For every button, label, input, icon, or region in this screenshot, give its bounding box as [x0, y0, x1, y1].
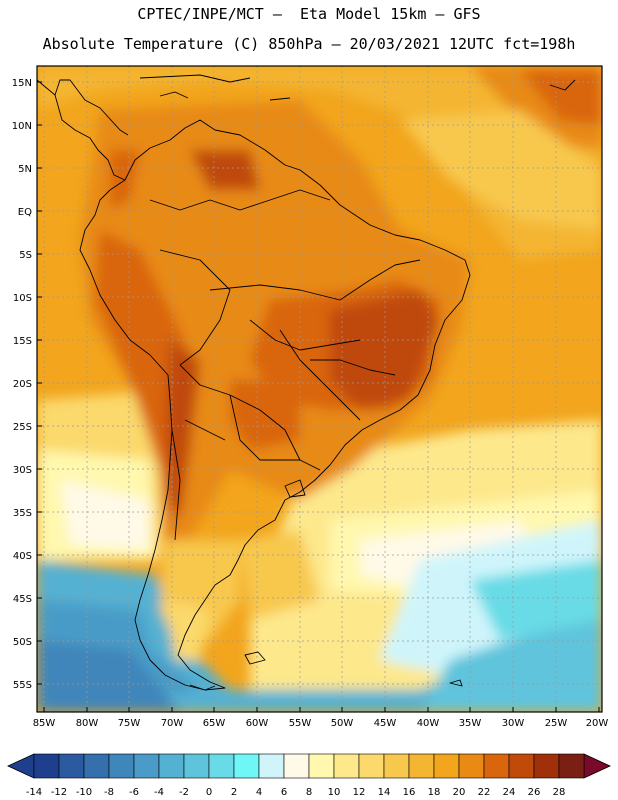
- colorbar-cell: [383, 753, 410, 779]
- colorbar-tick-label: 6: [281, 787, 287, 798]
- colorbar-cell: [158, 753, 185, 779]
- lon-label: 25W: [545, 718, 568, 729]
- colorbar-cell: [83, 753, 110, 779]
- colorbar-cell: [308, 753, 335, 779]
- lon-label: 55W: [289, 718, 312, 729]
- lon-label: 70W: [161, 718, 184, 729]
- lon-label: 60W: [246, 718, 269, 729]
- colorbar-cell: [283, 753, 310, 779]
- lat-label: 55S: [13, 680, 32, 691]
- colorbar-tick-label: 18: [428, 787, 441, 798]
- lat-label: 20S: [13, 379, 32, 390]
- lon-label: 20W: [586, 718, 609, 729]
- lat-label: 50S: [13, 637, 32, 648]
- colorbar-cell: [208, 753, 235, 779]
- colorbar-tick-label: 14: [378, 787, 391, 798]
- colorbar-cell: [433, 753, 460, 779]
- lon-label: 50W: [331, 718, 354, 729]
- lon-label: 45W: [374, 718, 397, 729]
- colorbar-cell: [233, 753, 260, 779]
- colorbar-cell: [358, 753, 385, 779]
- colorbar-low-arrow: [7, 753, 35, 779]
- colorbar-tick-label: 4: [256, 787, 262, 798]
- colorbar-tick-label: 12: [353, 787, 366, 798]
- lat-label: 10N: [12, 121, 32, 132]
- colorbar-tick-label: 24: [503, 787, 516, 798]
- colorbar-cell: [108, 753, 135, 779]
- temperature-field: [37, 66, 602, 712]
- longitude-labels: 85W 80W 75W 70W 65W 60W 55W 50W 45W 40W …: [33, 718, 609, 729]
- colorbar-tick-label: -8: [104, 787, 114, 798]
- colorbar-tick-label: -2: [179, 787, 189, 798]
- lat-label: 5N: [18, 164, 32, 175]
- graticule: [37, 66, 602, 712]
- lon-label: 80W: [76, 718, 99, 729]
- lat-label: 40S: [13, 551, 32, 562]
- lon-label: 75W: [118, 718, 141, 729]
- colorbar-tick-label: 2: [231, 787, 237, 798]
- colorbar-cell: [483, 753, 510, 779]
- colorbar-cell: [533, 753, 560, 779]
- map-frame: [36, 65, 603, 713]
- lat-label: 15N: [12, 78, 32, 89]
- lon-label: 30W: [502, 718, 525, 729]
- colorbar-tick-label: -10: [76, 787, 92, 798]
- colorbar-tick-label: 26: [528, 787, 541, 798]
- colorbar-cell: [133, 753, 160, 779]
- colorbar-cell: [33, 753, 60, 779]
- axis-ticks: [37, 81, 600, 712]
- coastline: [37, 74, 576, 691]
- colorbar-cell: [183, 753, 210, 779]
- colorbar-cell: [333, 753, 360, 779]
- colorbar-tick-label: 8: [306, 787, 312, 798]
- colorbar-cell: [508, 753, 535, 779]
- colorbar-tick-label: 0: [206, 787, 212, 798]
- lat-label: 15S: [13, 336, 32, 347]
- lat-label: 10S: [13, 293, 32, 304]
- lon-label: 85W: [33, 718, 56, 729]
- lat-label: 30S: [13, 465, 32, 476]
- lon-label: 65W: [203, 718, 226, 729]
- colorbar-cell: [408, 753, 435, 779]
- lat-label: 25S: [13, 422, 32, 433]
- colorbar-cell: [558, 753, 585, 779]
- map-subtitle: Absolute Temperature (C) 850hPa – 20/03/…: [42, 35, 576, 53]
- lat-label: 5S: [19, 250, 32, 261]
- lon-label: 35W: [459, 718, 482, 729]
- lon-label: 40W: [417, 718, 440, 729]
- colorbar-cell: [58, 753, 85, 779]
- colorbar-tick-label: 20: [453, 787, 466, 798]
- map-title: CPTEC/INPE/MCT – Eta Model 15km – GFS: [137, 5, 481, 23]
- colorbar-high-arrow: [583, 753, 611, 779]
- colorbar-tick-label: 28: [553, 787, 566, 798]
- lat-label: 35S: [13, 508, 32, 519]
- latitude-labels: 15N 10N 5N EQ 5S 10S 15S 20S 25S 30S 35S…: [12, 78, 32, 691]
- colorbar-tick-label: -4: [154, 787, 164, 798]
- lat-label: EQ: [18, 207, 32, 218]
- colorbar-tick-label: 10: [328, 787, 341, 798]
- colorbar-tick-label: 22: [478, 787, 491, 798]
- lat-label: 45S: [13, 594, 32, 605]
- colorbar-cell: [258, 753, 285, 779]
- colorbar-cell: [458, 753, 485, 779]
- colorbar-tick-label: -12: [51, 787, 67, 798]
- colorbar-tick-label: -14: [26, 787, 42, 798]
- colorbar-tick-label: 16: [403, 787, 416, 798]
- colorbar-tick-label: -6: [129, 787, 139, 798]
- colorbar: -14 -12 -10 -8 -6 -4 -2 0 2 4 6 8 10 12 14 16 18 20 22 24 26…: [7, 753, 611, 798]
